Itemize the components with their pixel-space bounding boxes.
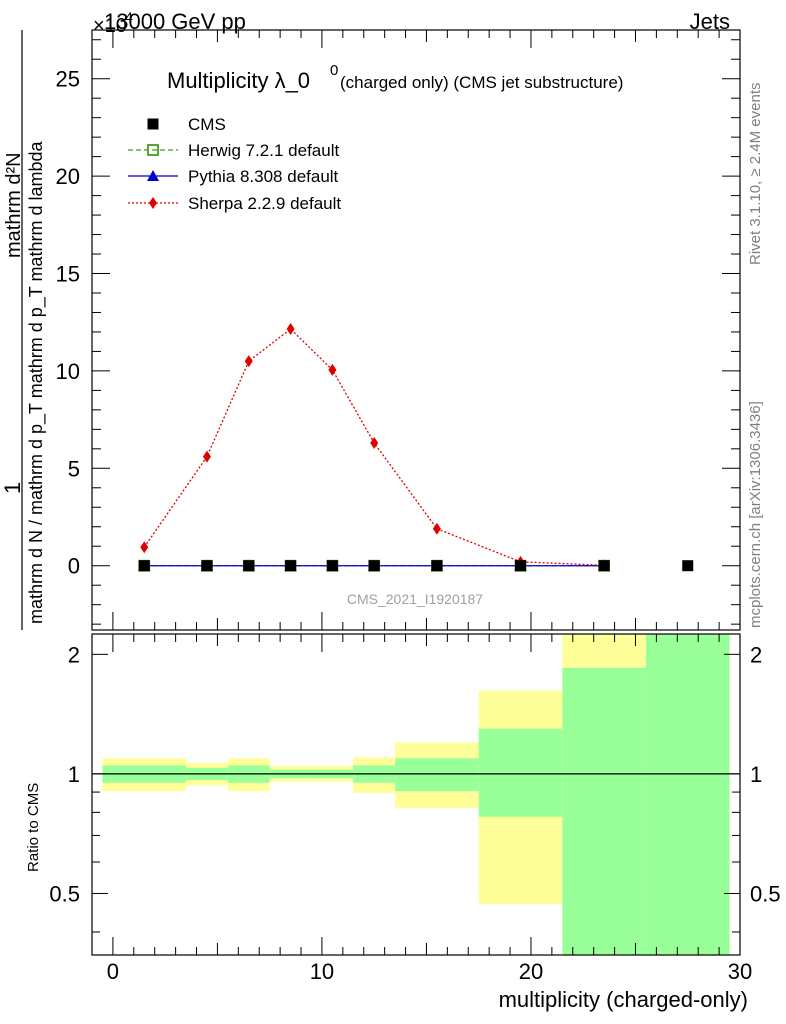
main-y-tick-label: 20 — [56, 164, 80, 189]
main-frame — [91, 29, 741, 631]
rivet-label: Rivet 3.1.10, ≥ 2.4M events — [747, 83, 764, 266]
data-point-cms — [515, 560, 527, 572]
x-tick-label: 10 — [310, 959, 334, 984]
y-exponent-label: ×10 — [93, 15, 127, 37]
main-y-tick-label: 15 — [56, 262, 80, 287]
ratio-y-tick-label: 2 — [68, 642, 80, 667]
main-y-tick-label: 0 — [68, 554, 80, 579]
legend-marker-sherpa — [149, 197, 157, 209]
legend-marker-cms — [147, 118, 159, 130]
ratio-y-tick-label-right: 2 — [750, 642, 762, 667]
data-point-cms — [285, 560, 297, 572]
main-y-axis-label: mathrm d²N 1 mathrm d N / mathrm d p_T m… — [0, 30, 47, 630]
plot-title-superscript: 0 — [330, 62, 338, 79]
y-label-one: 1 — [0, 482, 25, 494]
data-point-sherpa — [244, 355, 253, 368]
x-tick-label: 0 — [107, 959, 119, 984]
legend-marker-herwig — [147, 144, 159, 156]
legend-label-sherpa: Sherpa 2.2.9 default — [188, 194, 341, 213]
ratio-frame — [91, 633, 741, 956]
plot-title: Multiplicity λ_0 — [167, 68, 310, 93]
data-point-sherpa — [370, 436, 379, 449]
analysis-watermark: CMS_2021_I1920187 — [347, 591, 483, 607]
plot-title-subtitle: (charged only) (CMS jet substructure) — [340, 73, 623, 92]
ratio-y-label: Ratio to CMS — [25, 783, 42, 872]
mcplots-label: mcplots.cern.ch [arXiv:1306.3436] — [747, 401, 764, 628]
ratio-band-green — [645, 634, 730, 955]
legend-marker-pythia — [147, 170, 159, 181]
data-point-cms — [138, 560, 150, 572]
x-tick-label: 20 — [519, 959, 543, 984]
main-y-tick-label: 5 — [68, 456, 80, 481]
ratio-y-tick-label-right: 1 — [750, 762, 762, 787]
data-point-cms — [598, 560, 610, 572]
main-y-tick-label: 25 — [56, 67, 80, 92]
data-point-sherpa — [432, 522, 441, 535]
ratio-band-green — [478, 728, 563, 817]
x-axis-label: multiplicity (charged-only) — [499, 987, 748, 1012]
legend-label-herwig: Herwig 7.2.1 default — [188, 141, 339, 160]
data-point-sherpa — [286, 323, 295, 336]
ratio-y-tick-label: 1 — [68, 762, 80, 787]
data-point-cms — [431, 560, 443, 572]
data-point-cms — [368, 560, 380, 572]
ratio-y-tick-label: 0.5 — [49, 881, 80, 906]
data-point-sherpa — [140, 541, 149, 554]
legend-label-cms: CMS — [188, 115, 226, 134]
y-label-denominator: mathrm d N / mathrm d p_T mathrm d p_T m… — [26, 141, 47, 624]
y-exponent-superscript: 4 — [125, 9, 133, 25]
data-point-sherpa — [328, 363, 337, 376]
data-point-cms — [243, 560, 255, 572]
main-y-tick-label: 10 — [56, 359, 80, 384]
data-point-cms — [326, 560, 338, 572]
x-tick-label: 30 — [728, 959, 752, 984]
ratio-band-green — [395, 758, 479, 792]
data-point-cms — [682, 560, 694, 572]
ratio-y-tick-label-right: 0.5 — [750, 881, 781, 906]
data-point-sherpa — [202, 450, 211, 463]
y-label-numerator: mathrm d²N — [3, 152, 25, 258]
ratio-panel: 0.5 0.51 12 20 10 20 30 — [49, 633, 781, 984]
data-point-cms — [201, 560, 213, 572]
ratio-band-green — [562, 667, 646, 955]
legend-label-pythia: Pythia 8.308 default — [188, 167, 339, 186]
